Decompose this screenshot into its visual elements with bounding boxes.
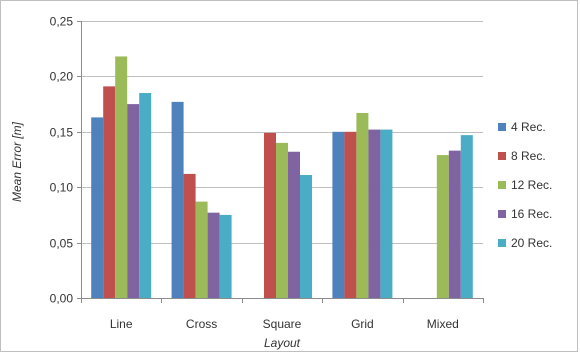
bar-4-rec-cross [171,101,184,298]
bar-12-rec-mixed [436,155,449,298]
bar-8-rec-line [103,86,116,298]
bar-4-rec-grid [332,131,345,298]
bar-12-rec-square [276,142,288,298]
y-tick-label: 0,05 [50,237,74,251]
x-tick-labels: Line Cross Square Grid Mixed [110,317,459,331]
bars [91,56,473,299]
bar-12-rec-grid [356,112,369,299]
x-tick-label: Mixed [427,317,459,331]
legend-label: 8 Rec. [511,149,546,163]
bar-16-rec-mixed [448,150,461,298]
x-tick-label: Grid [351,317,374,331]
bar-12-rec-line [115,56,128,299]
bar-16-rec-cross [207,212,220,298]
y-tick-label: 0,20 [50,70,74,84]
bar-8-rec-grid [344,131,357,298]
bar-16-rec-square [288,151,300,298]
legend-label: 12 Rec. [511,178,552,192]
bar-20-rec-grid [380,129,393,298]
legend-swatch [498,181,506,189]
bar-16-rec-line [127,104,140,298]
bar-16-rec-grid [368,129,381,298]
y-tick-label: 0,10 [50,181,74,195]
axes [81,21,484,303]
legend-swatch [498,123,506,131]
y-tick-label: 0,25 [50,15,74,29]
bar-4-rec-line [91,117,104,298]
x-axis-title: Layout [264,336,301,350]
y-axis-title: Mean Error [m] [10,121,24,202]
y-tick-label: 0,15 [50,126,74,140]
legend-label: 4 Rec. [511,120,546,134]
bar-12-rec-cross [195,201,208,298]
legend: 4 Rec. 8 Rec. 12 Rec. 16 Rec. 20 Rec. [498,120,552,250]
y-tick-label: 0,00 [50,292,74,306]
legend-swatch [498,239,506,247]
bar-20-rec-line [139,93,152,299]
bar-20-rec-cross [219,214,232,298]
legend-label: 16 Rec. [511,207,552,221]
x-tick-label: Cross [186,317,217,331]
x-tick-label: Line [110,317,133,331]
y-tick-labels: 0,00 0,05 0,10 0,15 0,20 0,25 [50,15,74,306]
x-tick-label: Square [263,317,302,331]
bar-20-rec-mixed [460,135,473,298]
legend-swatch [498,210,506,218]
legend-swatch [498,152,506,160]
bar-8-rec-square [264,132,276,298]
bar-8-rec-cross [183,173,196,298]
legend-label: 20 Rec. [511,236,552,250]
bar-20-rec-square [300,175,312,298]
